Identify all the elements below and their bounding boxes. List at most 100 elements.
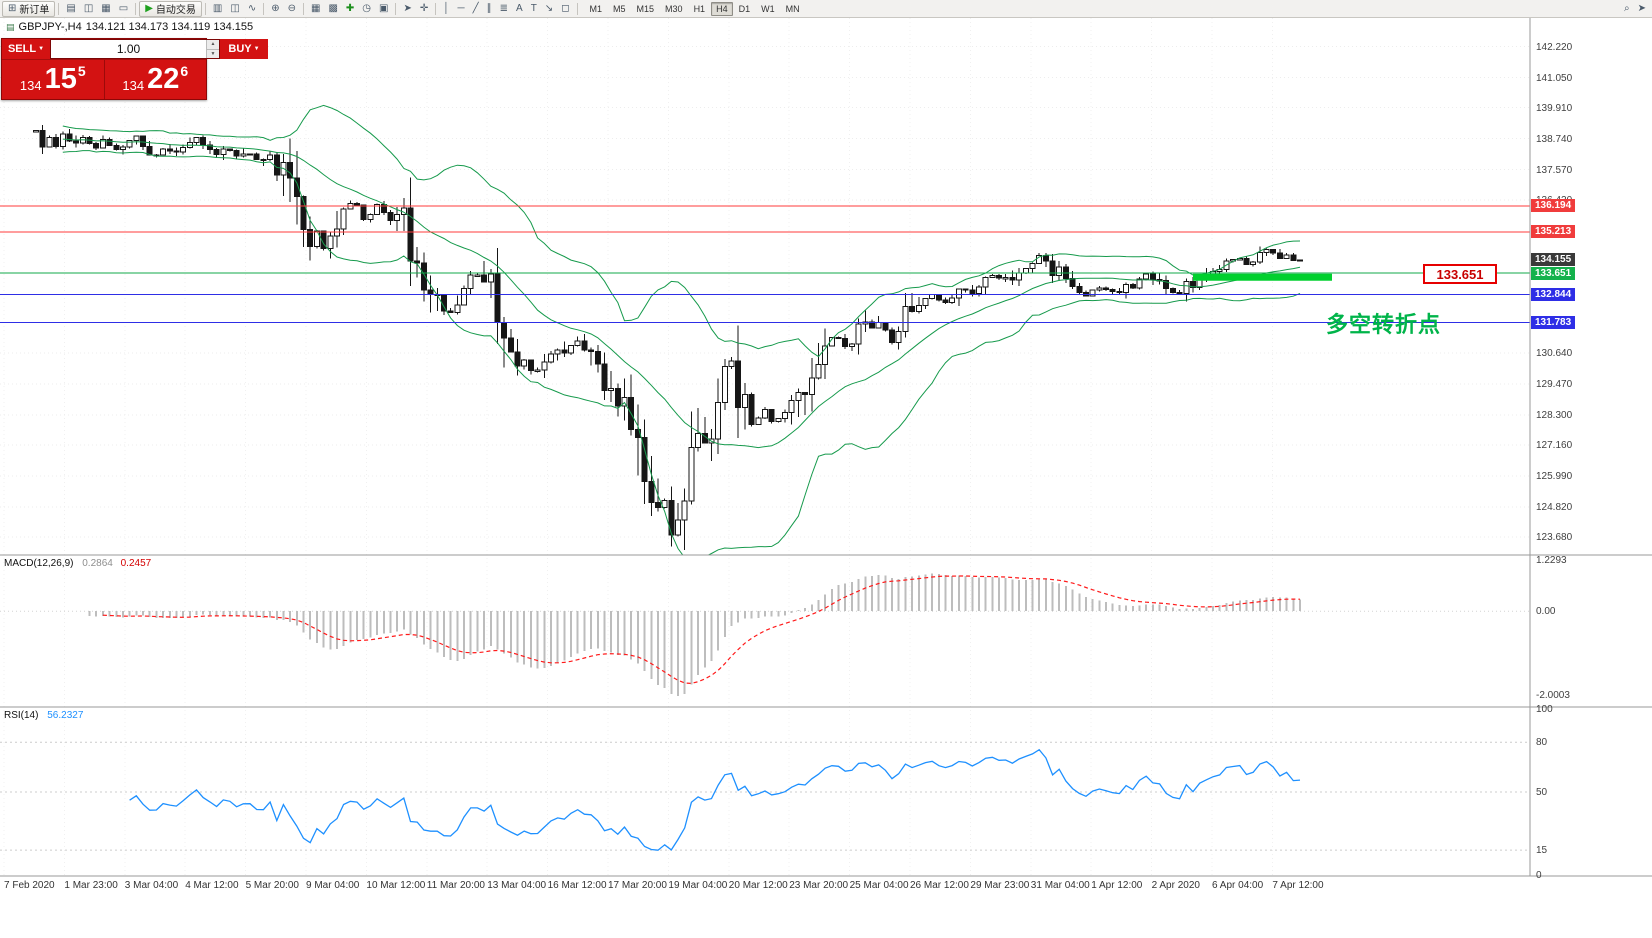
- shapes-icon[interactable]: ◻: [557, 1, 573, 17]
- autotrading-button-label: 自动交易: [155, 5, 196, 16]
- toolbar: ⊞ 新订单 ▤ ◫ ▦ ▭ ▶ 自动交易 ▥ ◫ ∿ ⊕ ⊖ ▦ ▩ ✚ ◷ ▣ ➤ ✛ │ ─ ╱ ∥ ≣ A T ↘ ◻ M1 M5 M…: [0, 0, 1652, 18]
- trade-price-row: 134 15 5 134 22 6: [2, 60, 206, 99]
- buy-button[interactable]: BUY ▼: [220, 39, 268, 59]
- price-scale-label: 130.640: [1536, 347, 1573, 359]
- trendline-icon[interactable]: ╱: [469, 1, 483, 17]
- time-axis-label: 23 Mar 20:00: [789, 880, 849, 891]
- time-axis-label: 1 Apr 12:00: [1091, 880, 1143, 891]
- time-axis-label: 10 Mar 12:00: [366, 880, 426, 891]
- rsi-indicator-label: RSI(14) 56.2327: [4, 710, 83, 721]
- sell-price-prefix: 134: [19, 78, 42, 93]
- horizontal-line-icon: ─: [457, 2, 465, 14]
- new-order-button[interactable]: ⊞ 新订单: [2, 0, 56, 17]
- zoom-in-icon: ⊕: [271, 2, 280, 14]
- timeframe-d1-button[interactable]: D1: [738, 3, 751, 14]
- macd-scale-label: 1.2293: [1536, 554, 1567, 566]
- channel-icon: ∥: [486, 2, 492, 14]
- timeframe-mn-button[interactable]: MN: [785, 3, 800, 14]
- time-axis-label: 3 Mar 04:00: [124, 880, 179, 891]
- fibonacci-icon: ≣: [499, 2, 509, 14]
- fibonacci-icon[interactable]: ≣: [496, 1, 512, 17]
- sell-button[interactable]: SELL ▼: [2, 39, 50, 59]
- terminal-icon[interactable]: ▭: [115, 1, 132, 17]
- candlestick-type-icon[interactable]: ◫: [226, 1, 243, 17]
- periods-icon[interactable]: ◷: [358, 1, 375, 17]
- cascade-windows-icon[interactable]: ▩: [324, 1, 341, 17]
- buy-price-button[interactable]: 134 22 6: [103, 60, 207, 99]
- zoom-in-icon[interactable]: ⊕: [267, 1, 283, 17]
- sell-price-big: 15: [44, 63, 77, 95]
- price-level-badge: 136.194: [1531, 199, 1576, 213]
- macd-signal-value: 0.2457: [120, 558, 152, 569]
- price-level-badge: 132.844: [1531, 288, 1576, 302]
- pointer-icon: ➤: [1637, 2, 1646, 14]
- price-scale-label: 124.820: [1536, 501, 1573, 513]
- tile-windows-icon[interactable]: ▦: [307, 1, 324, 17]
- label-icon: T: [530, 2, 537, 14]
- candlestick-type-icon: ◫: [230, 2, 240, 14]
- time-axis-label: 17 Mar 20:00: [608, 880, 667, 891]
- arrows-icon: ↘: [544, 2, 554, 14]
- price-scale-label: 142.220: [1536, 41, 1573, 53]
- volume-box: ▲ ▼: [50, 39, 220, 59]
- cursor-icon[interactable]: ➤: [399, 1, 415, 17]
- new-order-button: ⊞: [8, 2, 17, 14]
- channel-icon[interactable]: ∥: [483, 1, 496, 17]
- timeframe-m30-button[interactable]: M30: [665, 3, 683, 14]
- chevron-down-icon: ▼: [38, 46, 45, 52]
- toolbar-buttons: ⊞ 新订单 ▤ ◫ ▦ ▭ ▶ 自动交易 ▥ ◫ ∿ ⊕ ⊖ ▦ ▩ ✚ ◷ ▣ ➤ ✛ │ ─ ╱ ∥ ≣ A T ↘ ◻: [2, 0, 581, 17]
- price-scale-label: 127.160: [1536, 439, 1573, 451]
- time-axis[interactable]: 7 Feb 2020 1 Mar 23:00 3 Mar 04:00 4 Mar 12…: [0, 878, 1530, 894]
- cursor-icon: ➤: [403, 2, 412, 14]
- timeframe-m5-button[interactable]: M5: [613, 3, 626, 14]
- toolbar-separator: [58, 2, 60, 15]
- periods-icon: ◷: [362, 2, 372, 14]
- templates-icon[interactable]: ▣: [375, 1, 392, 17]
- data-window-icon[interactable]: ◫: [80, 1, 97, 17]
- price-chart-canvas[interactable]: [0, 18, 1652, 938]
- price-scale-label: 129.470: [1536, 378, 1573, 390]
- time-axis-label: 31 Mar 04:00: [1030, 880, 1090, 891]
- horizontal-line-icon[interactable]: ─: [454, 1, 469, 17]
- timeframe-m1-button[interactable]: M1: [589, 3, 603, 14]
- toolbar-separator: [302, 2, 304, 15]
- label-icon[interactable]: T: [527, 1, 541, 17]
- price-level-badge: 135.213: [1531, 225, 1576, 239]
- buy-price-big: 22: [147, 63, 180, 95]
- time-axis-label: 16 Mar 12:00: [547, 880, 607, 891]
- time-axis-label: 2 Apr 2020: [1151, 880, 1200, 891]
- magnifier-icon[interactable]: ⌕: [1620, 1, 1634, 17]
- timeframe-h4-button[interactable]: H4: [711, 1, 733, 16]
- toolbar-separator: [435, 2, 437, 15]
- macd-scale-label: -2.0003: [1536, 689, 1570, 701]
- navigator-icon[interactable]: ▦: [97, 1, 114, 17]
- crosshair-icon[interactable]: ✛: [416, 1, 432, 17]
- stepper-down-icon[interactable]: ▼: [207, 49, 219, 58]
- price-scale-label: 128.300: [1536, 409, 1573, 421]
- sell-price-button[interactable]: 134 15 5: [2, 60, 104, 99]
- line-chart-type-icon[interactable]: ∿: [244, 1, 260, 17]
- indicators-icon[interactable]: ✚: [342, 1, 358, 17]
- autotrading-button[interactable]: ▶ 自动交易: [139, 0, 202, 17]
- rsi-scale-label: 100: [1536, 704, 1553, 715]
- shapes-icon: ◻: [561, 2, 570, 14]
- pointer-icon[interactable]: ➤: [1634, 1, 1650, 17]
- timeframe-w1-button[interactable]: W1: [761, 3, 775, 14]
- vertical-line-icon[interactable]: │: [439, 1, 453, 17]
- arrows-icon[interactable]: ↘: [541, 1, 557, 17]
- turning-point-note[interactable]: 多空转折点: [1326, 312, 1442, 337]
- bar-chart-type-icon[interactable]: ▥: [209, 1, 226, 17]
- volume-input[interactable]: [51, 40, 206, 58]
- toolbar-separator: [135, 2, 137, 15]
- zoom-out-icon[interactable]: ⊖: [284, 1, 300, 17]
- price-annotation-box[interactable]: 133.651: [1423, 264, 1497, 284]
- timeframe-m15-button[interactable]: M15: [636, 3, 655, 14]
- text-icon[interactable]: A: [512, 1, 527, 17]
- stepper-up-icon[interactable]: ▲: [207, 40, 219, 50]
- zoom-out-icon: ⊖: [287, 2, 296, 14]
- market-watch-icon[interactable]: ▤: [62, 1, 79, 17]
- time-axis-label: 5 Mar 20:00: [245, 880, 299, 891]
- timeframe-h1-button[interactable]: H1: [693, 3, 706, 14]
- macd-scale-label: 0.00: [1536, 606, 1556, 618]
- symbol-name: GBPJPY-,H4: [18, 21, 82, 33]
